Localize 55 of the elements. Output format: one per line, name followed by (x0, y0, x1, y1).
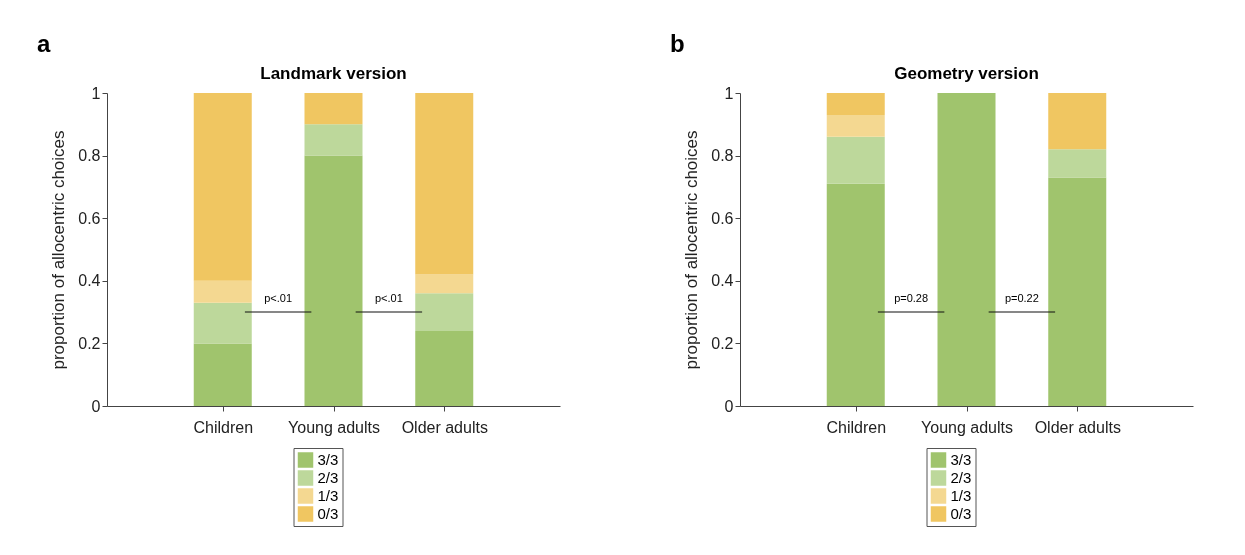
x-tick-label: Young adults (288, 418, 380, 436)
y-axis-title: proportion of allocentric choices (682, 130, 702, 370)
y-tick-label: 0 (91, 397, 101, 415)
annotation: p<.01 (264, 292, 293, 304)
bar (1048, 93, 1107, 150)
text: b (670, 30, 685, 57)
y-tick-label: 0.6 (711, 209, 734, 227)
bar (1048, 177, 1107, 406)
x-tick-label: Older adults (401, 418, 488, 436)
x-tick-label: Young adults (921, 418, 1013, 436)
bar (415, 93, 474, 275)
annotation: p=0.22 (1004, 292, 1039, 304)
y-tick-label: 1 (91, 84, 101, 102)
bar (304, 93, 363, 125)
legend-label: 1/3 (317, 487, 339, 504)
bar (193, 93, 252, 281)
y-tick-label: 1 (724, 84, 734, 102)
legend-label: 3/3 (950, 451, 972, 468)
text: a (37, 30, 51, 57)
bar (304, 124, 363, 156)
y-tick-label: 0 (724, 397, 734, 415)
bar (826, 183, 885, 406)
bar (415, 293, 474, 331)
annotation: p=0.28 (894, 292, 929, 304)
annotation: p<.01 (374, 292, 403, 304)
y-tick-label: 0.2 (78, 334, 101, 352)
legend-label: 0/3 (950, 505, 972, 522)
legend-label: 2/3 (950, 469, 972, 486)
legend-label: 1/3 (950, 487, 972, 504)
chart-title: Landmark version (260, 64, 407, 83)
y-tick-label: 0.4 (78, 272, 101, 290)
legend-label: 3/3 (317, 451, 339, 468)
x-tick-label: Children (193, 418, 254, 436)
chart-title: Geometry version (894, 64, 1039, 83)
y-tick-label: 0.6 (78, 209, 101, 227)
y-axis-title: proportion of allocentric choices (49, 130, 69, 370)
y-tick-label: 0.8 (711, 147, 734, 165)
bar (415, 274, 474, 294)
y-tick-label: 0.8 (78, 147, 101, 165)
y-tick-label: 0.2 (711, 334, 734, 352)
bar (826, 136, 885, 184)
bar (304, 155, 363, 406)
bar (826, 93, 885, 115)
bar (415, 330, 474, 406)
bar (193, 343, 252, 406)
legend-label: 0/3 (317, 505, 339, 522)
y-tick-label: 0.4 (711, 272, 734, 290)
x-tick-label: Older adults (1034, 418, 1121, 436)
bar (193, 302, 252, 344)
x-tick-label: Children (826, 418, 887, 436)
bar (826, 114, 885, 137)
bar (193, 280, 252, 303)
bar (937, 93, 996, 406)
legend-label: 2/3 (317, 469, 339, 486)
bar (1048, 149, 1107, 178)
